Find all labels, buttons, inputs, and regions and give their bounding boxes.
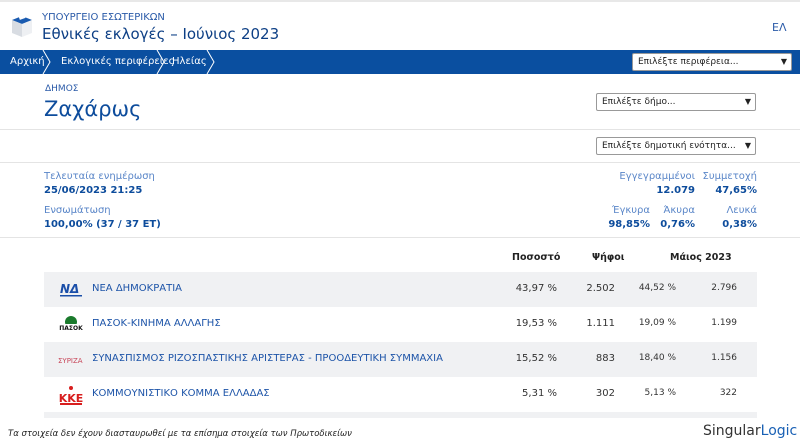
last-update-label: Τελευταία ενημέρωση [44, 171, 155, 182]
unit-select-value: Επιλέξτε δημοτική ενότητα... [602, 141, 736, 151]
svg-text:ΚΚΕ: ΚΚΕ [59, 392, 84, 405]
prev-percent: 44,52 % [638, 283, 676, 293]
header-previous: Μάιος 2023 [670, 252, 732, 263]
municipality-select-value: Επιλέξτε δήμο... [602, 97, 676, 107]
registered-value: 12.079 [656, 185, 695, 196]
svg-text:ΠΑΣΟΚ: ΠΑΣΟΚ [59, 325, 83, 332]
valid-value: 98,85% [608, 219, 650, 230]
chevron-right-icon [206, 50, 215, 74]
svg-text:ΣΥΡΙΖΑ: ΣΥΡΙΖΑ [58, 357, 83, 365]
blank-label: Λευκά [726, 205, 757, 216]
percent: 15,52 % [515, 353, 557, 364]
ballot-box-logo [12, 14, 32, 37]
municipal-unit-select[interactable]: Επιλέξτε δημοτική ενότητα... ▼ [596, 137, 756, 155]
singularlogic-logo: SingularLogic [703, 423, 797, 439]
integration-label: Ενσωμάτωση [44, 205, 111, 216]
header-percent: Ποσοστό [512, 252, 561, 263]
municipality-select[interactable]: Επιλέξτε δήμο... ▼ [596, 93, 756, 111]
nd-logo: ΝΔ [60, 282, 82, 297]
prev-percent: 18,40 % [638, 353, 676, 363]
pasok-logo: ΠΑΣΟΚ [59, 316, 83, 332]
prev-percent: 19,09 % [638, 318, 676, 328]
kke-logo: ΚΚΕ [59, 385, 84, 405]
chevron-down-icon: ▼ [744, 141, 751, 150]
votes: 1.111 [586, 318, 615, 329]
invalid-label: Άκυρα [663, 205, 695, 216]
divider [0, 237, 800, 238]
table-row [44, 412, 757, 418]
party-name: ΠΑΣΟΚ-ΚΙΝΗΜΑ ΑΛΛΑΓΗΣ [92, 318, 221, 329]
divider [0, 162, 800, 163]
breadcrumb-current[interactable]: Ηλείας [172, 56, 207, 67]
prev-votes: 2.796 [711, 283, 737, 293]
valid-label: Έγκυρα [612, 205, 650, 216]
header-votes: Ψήφοι [592, 252, 625, 263]
page-title: Εθνικές εκλογές – Ιούνιος 2023 [42, 25, 280, 43]
breadcrumb: Αρχική Εκλογικές περιφέρειες Ηλείας Επιλ… [0, 50, 800, 74]
chevron-down-icon: ▼ [744, 97, 751, 106]
table-row[interactable]: ΝΔ ΝΕΑ ΔΗΜΟΚΡΑΤΙΑ 43,97 % 2.502 44,52 % … [44, 272, 757, 307]
percent: 19,53 % [515, 318, 557, 329]
disclaimer: Τα στοιχεία δεν έχουν διασταυρωθεί με τα… [8, 429, 352, 439]
svg-text:ΝΔ: ΝΔ [60, 282, 79, 296]
integration-value: 100,00% (37 / 37 ΕΤ) [44, 219, 161, 230]
municipality-label: ΔΗΜΟΣ [45, 84, 79, 94]
turnout-label: Συμμετοχή [702, 171, 758, 182]
syriza-logo: ΣΥΡΙΖΑ [58, 357, 83, 365]
chevron-right-icon [156, 50, 165, 74]
party-name: ΚΟΜΜΟΥΝΙΣΤΙΚΟ ΚΟΜΜΑ ΕΛΛΑΔΑΣ [92, 388, 270, 399]
votes: 883 [595, 353, 615, 364]
invalid-value: 0,76% [660, 219, 695, 230]
prev-votes: 1.199 [711, 318, 737, 328]
table-row[interactable]: ΣΥΡΙΖΑ ΣΥΝΑΣΠΙΣΜΟΣ ΡΙΖΟΣΠΑΣΤΙΚΗΣ ΑΡΙΣΤΕΡ… [44, 342, 757, 377]
ministry-name: ΥΠΟΥΡΓΕΙΟ ΕΣΩΤΕΡΙΚΩΝ [42, 12, 165, 23]
chevron-down-icon: ▼ [780, 57, 787, 66]
votes: 2.502 [586, 283, 615, 294]
chevron-right-icon [42, 50, 51, 74]
party-name: ΣΥΝΑΣΠΙΣΜΟΣ ΡΙΖΟΣΠΑΣΤΙΚΗΣ ΑΡΙΣΤΕΡΑΣ - ΠΡ… [92, 353, 443, 364]
votes: 302 [595, 388, 615, 399]
prev-votes: 322 [719, 388, 737, 398]
language-toggle[interactable]: ΕΛ [772, 21, 787, 34]
table-row[interactable]: ΠΑΣΟΚ ΠΑΣΟΚ-ΚΙΝΗΜΑ ΑΛΛΑΓΗΣ 19,53 % 1.111… [44, 307, 757, 342]
region-select[interactable]: Επιλέξτε περιφέρεια... ▼ [632, 53, 792, 71]
brand-a: Singular [703, 423, 761, 439]
municipality-name: Ζαχάρως [44, 97, 142, 121]
breadcrumb-home[interactable]: Αρχική [10, 56, 45, 67]
prev-votes: 1.156 [711, 353, 737, 363]
brand-b: Logic [760, 423, 798, 439]
percent: 43,97 % [515, 283, 557, 294]
table-row[interactable]: ΚΚΕ ΚΟΜΜΟΥΝΙΣΤΙΚΟ ΚΟΜΜΑ ΕΛΛΑΔΑΣ 5,31 % 3… [44, 377, 757, 412]
last-update-value: 25/06/2023 21:25 [44, 185, 143, 196]
registered-label: Εγγεγραμμένοι [619, 171, 695, 182]
prev-percent: 5,13 % [644, 388, 676, 398]
region-select-value: Επιλέξτε περιφέρεια... [638, 57, 739, 67]
divider [0, 129, 800, 130]
breadcrumb-regions[interactable]: Εκλογικές περιφέρειες [61, 56, 175, 67]
party-name: ΝΕΑ ΔΗΜΟΚΡΑΤΙΑ [92, 283, 183, 294]
percent: 5,31 % [522, 388, 557, 399]
turnout-value: 47,65% [715, 185, 757, 196]
blank-value: 0,38% [722, 219, 757, 230]
